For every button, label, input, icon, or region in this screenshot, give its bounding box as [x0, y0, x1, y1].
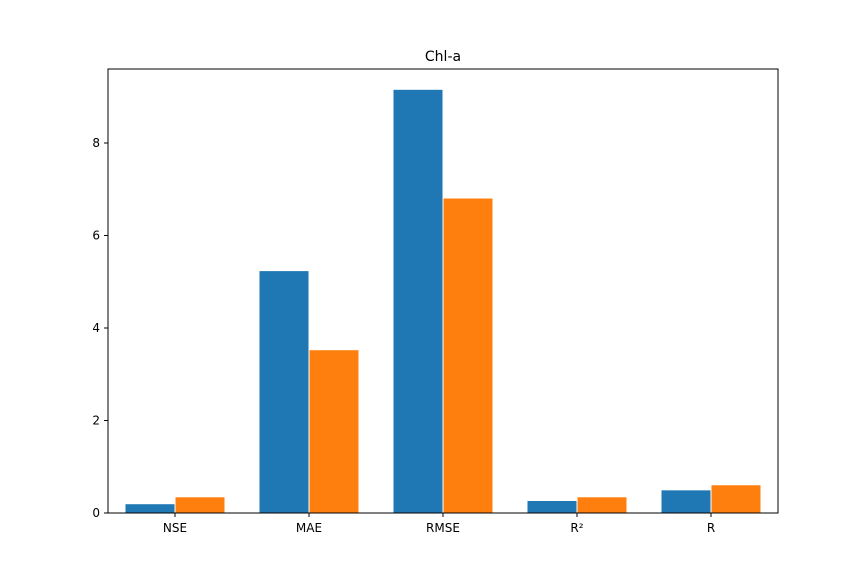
plot-frame — [107, 68, 779, 514]
bar-series1-2 — [259, 271, 309, 513]
y-axis: 0 2 4 6 8 — [92, 136, 108, 520]
bars-layer — [125, 89, 761, 513]
x-tick-label: MAE — [296, 521, 322, 535]
bar-series2-5 — [711, 485, 761, 513]
y-tick-label: 0 — [92, 506, 100, 520]
bar-series1-4 — [527, 500, 577, 513]
bar-series1-1 — [125, 504, 175, 513]
chart-title: Chl-a — [425, 49, 461, 65]
bar-series2-1 — [175, 497, 225, 513]
x-tick-label: R² — [570, 521, 583, 535]
bar-series1-3 — [393, 89, 443, 513]
y-tick-label: 8 — [92, 136, 100, 150]
x-tick-label: RMSE — [426, 521, 460, 535]
bar-series2-4 — [577, 497, 627, 513]
x-tick-label: R — [707, 521, 715, 535]
y-tick-label: 6 — [92, 229, 100, 243]
bar-series2-2 — [309, 350, 359, 513]
y-tick-label: 4 — [92, 321, 100, 335]
bar-series1-5 — [661, 490, 711, 513]
bar-series2-3 — [443, 198, 493, 513]
y-tick-label: 2 — [92, 414, 100, 428]
x-axis: NSE MAE RMSE R² R — [163, 513, 715, 535]
x-tick-label: NSE — [163, 521, 187, 535]
